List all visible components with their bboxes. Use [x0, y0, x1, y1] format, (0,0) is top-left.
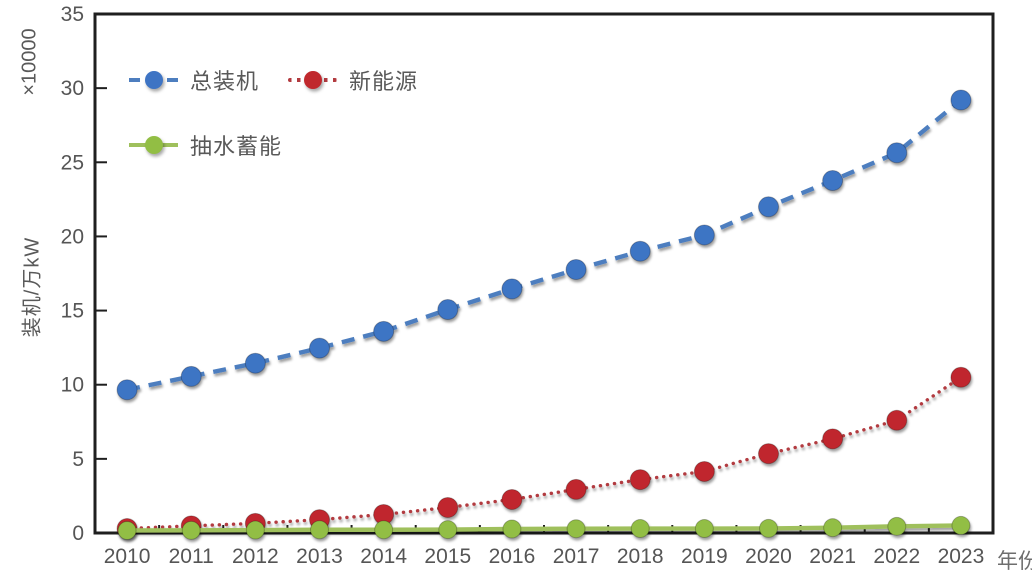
- data-point: [373, 320, 395, 342]
- series-line: [124, 523, 964, 533]
- data-point: [629, 469, 651, 491]
- legend-row: 抽水蓄能: [129, 129, 418, 161]
- x-tick-label: 2021: [809, 545, 856, 568]
- legend-marker-icon: [303, 71, 322, 89]
- y-tick-label: 10: [61, 374, 84, 397]
- data-point: [886, 409, 908, 431]
- data-point: [693, 460, 715, 482]
- data-point: [758, 443, 779, 465]
- x-tick-label: 2018: [617, 545, 664, 568]
- data-point: [950, 89, 972, 111]
- legend-label: 新能源: [349, 69, 419, 94]
- data-point: [822, 428, 844, 450]
- series-2: [117, 515, 971, 540]
- legend-swatch: [129, 135, 178, 155]
- legend: 总装机 新能源 抽水蓄能: [129, 64, 418, 194]
- data-point: [758, 196, 779, 218]
- series-1: [116, 366, 972, 540]
- data-point: [886, 142, 908, 164]
- data-point: [565, 478, 587, 500]
- legend-label: 总装机: [190, 69, 260, 94]
- legend-item-newenergy: 新能源: [288, 64, 418, 96]
- y-tick-label: 30: [61, 77, 84, 100]
- data-point: [951, 515, 971, 535]
- data-point: [502, 519, 522, 539]
- series-line: [126, 98, 963, 392]
- x-tick-label: 2020: [745, 545, 792, 568]
- x-axis-title: 年份: [997, 550, 1032, 573]
- x-tick-label: 2010: [104, 545, 151, 568]
- legend-row: 总装机 新能源: [129, 64, 418, 96]
- data-point: [117, 520, 137, 540]
- data-point: [437, 496, 459, 518]
- x-tick-label: 2014: [360, 545, 407, 568]
- data-point: [501, 278, 523, 300]
- data-point: [310, 520, 329, 540]
- series-line: [125, 375, 963, 531]
- legend-marker-icon: [144, 136, 163, 154]
- x-tick-label: 2013: [296, 545, 343, 568]
- data-point: [180, 365, 202, 387]
- y-axis-unit-label: ×10000: [18, 28, 41, 96]
- data-point: [887, 516, 907, 536]
- y-tick-label: 25: [61, 151, 84, 174]
- x-tick-label: 2019: [681, 545, 728, 568]
- y-tick-label: 15: [61, 300, 84, 323]
- y-axis-title: 装机/万kW: [21, 236, 44, 338]
- data-point: [309, 337, 330, 359]
- series-0: [116, 89, 972, 401]
- data-point: [822, 170, 844, 192]
- data-point: [694, 519, 714, 539]
- x-tick-label: 2011: [169, 545, 214, 568]
- data-point: [693, 224, 715, 246]
- data-point: [629, 240, 651, 262]
- x-tick-label: 2016: [489, 545, 536, 568]
- x-tick-label: 2017: [553, 545, 600, 568]
- data-point: [565, 258, 587, 280]
- legend-swatch: [288, 70, 338, 90]
- data-point: [823, 518, 843, 538]
- data-point: [950, 366, 972, 388]
- data-point: [181, 520, 201, 540]
- y-tick-label: 35: [61, 3, 84, 26]
- data-point: [245, 520, 265, 540]
- data-point: [244, 352, 266, 374]
- data-point: [501, 488, 523, 510]
- data-point: [630, 519, 650, 539]
- data-point: [759, 518, 778, 538]
- data-point: [116, 379, 138, 401]
- legend-swatch: [129, 70, 178, 90]
- y-tick-label: 20: [61, 225, 84, 248]
- data-point: [437, 299, 459, 321]
- y-tick-label: 0: [72, 522, 84, 545]
- legend-item-total: 总装机: [129, 64, 259, 96]
- data-point: [438, 520, 458, 540]
- legend-label: 抽水蓄能: [190, 134, 283, 159]
- legend-marker-icon: [144, 71, 163, 89]
- x-tick-label: 2012: [232, 545, 279, 568]
- data-point: [374, 520, 394, 540]
- x-tick-label: 2015: [424, 545, 471, 568]
- x-tick-label: 2023: [938, 545, 985, 568]
- legend-item-pumpedstorage: 抽水蓄能: [129, 129, 282, 161]
- y-tick-label: 5: [72, 448, 84, 471]
- data-point: [566, 519, 586, 539]
- x-tick-label: 2022: [873, 545, 920, 568]
